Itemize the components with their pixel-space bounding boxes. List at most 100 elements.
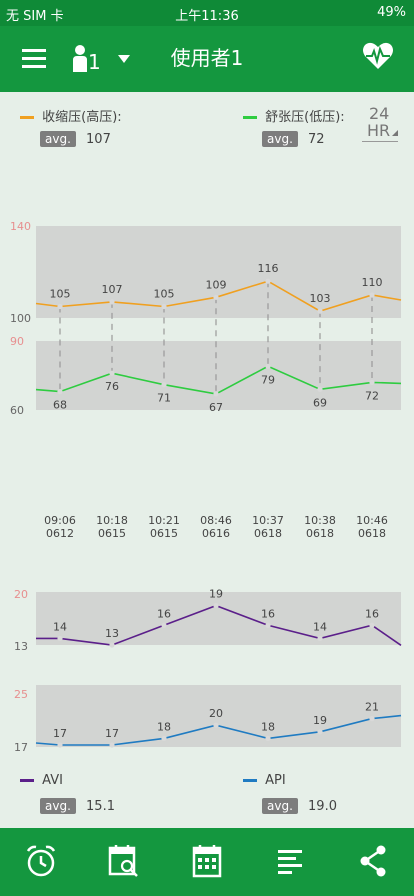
clock-text: 上午11:36: [175, 9, 239, 24]
diastolic-label: 76: [105, 380, 119, 393]
avi-label: 19: [209, 588, 223, 601]
range-bottom: HR: [367, 121, 391, 140]
systolic-swatch: [20, 116, 34, 119]
avi-band: [36, 592, 401, 645]
systolic-label: 107: [102, 283, 123, 296]
x-time-label: 10:18: [96, 514, 128, 527]
x-time-label: 09:06: [44, 514, 76, 527]
systolic-label: 收缩压(高压):: [42, 110, 122, 125]
avi-point: [369, 622, 375, 628]
diastolic-swatch: [243, 116, 257, 119]
systolic-point: [265, 278, 271, 284]
diastolic-label: 72: [365, 389, 379, 402]
avi-point: [265, 622, 271, 628]
diastolic-avg-value: 72: [308, 132, 325, 147]
avi-line: [36, 604, 402, 646]
range-24hr-button[interactable]: 24 HR: [362, 104, 402, 144]
systolic-legend: 收缩压(高压):: [20, 106, 122, 125]
systolic-point: [213, 294, 219, 300]
api-point: [317, 729, 323, 735]
diastolic-label: 舒张压(低压):: [265, 110, 345, 125]
menu-icon[interactable]: [22, 48, 48, 70]
x-date-label: 0615: [98, 527, 126, 540]
api-point: [57, 742, 63, 748]
user-number: 1: [88, 50, 101, 74]
avi-point: [57, 635, 63, 642]
avg-badge: avg.: [262, 131, 298, 147]
api-y-tick: 25: [14, 688, 28, 701]
avi-label: 13: [105, 627, 119, 640]
avi-y-tick: 20: [14, 588, 28, 601]
avi-point: [213, 602, 219, 609]
systolic-label: 105: [154, 288, 175, 301]
x-time-label: 10:38: [304, 514, 336, 527]
calendar-icon[interactable]: [192, 844, 222, 878]
x-date-label: 0612: [46, 527, 74, 540]
status-bar: 无 SIM 卡 上午11:36 49%: [0, 0, 414, 26]
bp-y-tick: 140: [10, 220, 31, 233]
api-label: 21: [365, 701, 379, 714]
api-label: 20: [209, 707, 223, 720]
diastolic-line: [35, 365, 402, 395]
diastolic-label: 68: [53, 399, 67, 412]
api-label: 17: [53, 727, 67, 740]
x-time-label: 10:37: [252, 514, 284, 527]
avi-y-tick: 13: [14, 640, 28, 653]
systolic-avg: avg. 107: [40, 131, 111, 147]
diastolic-point: [265, 363, 271, 369]
api-label: API: [265, 773, 286, 788]
diastolic-avg: avg. 72: [262, 131, 325, 147]
systolic-label: 103: [310, 292, 331, 305]
diastolic-label: 71: [157, 392, 171, 405]
avg-badge: avg.: [40, 131, 76, 147]
corner-caret-icon: [392, 130, 398, 136]
avi-point: [161, 622, 167, 628]
x-date-label: 0616: [202, 527, 230, 540]
x-date-label: 0615: [150, 527, 178, 540]
avi-avg-value: 15.1: [86, 799, 115, 814]
list-icon[interactable]: [276, 848, 304, 876]
systolic-avg-value: 107: [86, 132, 111, 147]
user-icon: [73, 45, 87, 72]
avi-label: 16: [261, 607, 275, 620]
api-label: 18: [261, 720, 275, 733]
bp-y-tick: 100: [10, 312, 31, 325]
api-point: [265, 735, 271, 742]
avi-label: 16: [365, 607, 379, 620]
carrier-text: 无 SIM 卡: [6, 9, 64, 24]
systolic-line: [35, 280, 402, 312]
bottom-toolbar: [0, 828, 414, 896]
x-date-label: 0618: [358, 527, 386, 540]
api-label: 18: [157, 720, 171, 733]
user-selector[interactable]: 1: [72, 40, 138, 80]
page-title: 使用者1: [170, 46, 244, 70]
range-top: 24: [369, 104, 390, 123]
calendar-search-icon[interactable]: [108, 844, 140, 878]
api-y-tick: 17: [14, 741, 28, 754]
systolic-label: 109: [206, 278, 227, 291]
api-label: 17: [105, 727, 119, 740]
diastolic-point: [213, 391, 219, 397]
api-swatch: [243, 779, 257, 782]
x-date-label: 0618: [306, 527, 334, 540]
avi-point: [109, 642, 115, 648]
x-time-label: 10:46: [356, 514, 388, 527]
api-point: [213, 722, 219, 728]
api-point: [369, 716, 375, 722]
avi-point: [317, 635, 323, 642]
systolic-label: 105: [50, 288, 71, 301]
x-time-label: 10:21: [148, 514, 180, 527]
diastolic-label: 67: [209, 401, 223, 414]
heart-pulse-icon[interactable]: [362, 41, 394, 71]
share-icon[interactable]: [358, 844, 388, 878]
api-avg: avg. 19.0: [262, 798, 337, 814]
avg-badge: avg.: [40, 798, 76, 814]
diastolic-point: [57, 389, 63, 395]
api-point: [161, 735, 167, 742]
app-bar: 1 使用者1: [0, 26, 414, 92]
alarm-icon[interactable]: [25, 844, 57, 878]
avi-avg: avg. 15.1: [40, 798, 115, 814]
systolic-point: [369, 292, 375, 298]
diastolic-point: [317, 386, 323, 392]
diastolic-label: 79: [261, 373, 275, 386]
